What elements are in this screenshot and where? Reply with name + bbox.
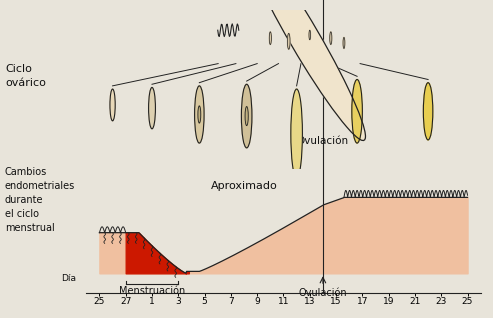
Ellipse shape [242, 84, 252, 148]
Circle shape [287, 33, 290, 49]
Text: Menstruación: Menstruación [119, 286, 185, 296]
Text: Ovulación: Ovulación [297, 136, 349, 146]
Text: Día: Día [61, 273, 76, 283]
Circle shape [269, 32, 271, 45]
Circle shape [309, 30, 311, 40]
Ellipse shape [198, 106, 201, 123]
Ellipse shape [148, 87, 155, 129]
Text: Ovulación: Ovulación [299, 288, 347, 298]
Ellipse shape [245, 107, 248, 126]
Ellipse shape [110, 89, 115, 121]
Text: Ciclo
ovárico: Ciclo ovárico [5, 64, 46, 88]
Circle shape [330, 32, 332, 45]
Ellipse shape [423, 83, 433, 140]
Text: Cambios
endometriales
durante
el ciclo
menstrual: Cambios endometriales durante el ciclo m… [5, 167, 75, 233]
Ellipse shape [352, 80, 362, 143]
Ellipse shape [291, 89, 302, 178]
Ellipse shape [244, 0, 365, 141]
Text: Aproximado: Aproximado [211, 181, 278, 190]
Circle shape [343, 37, 345, 48]
Ellipse shape [195, 86, 204, 143]
